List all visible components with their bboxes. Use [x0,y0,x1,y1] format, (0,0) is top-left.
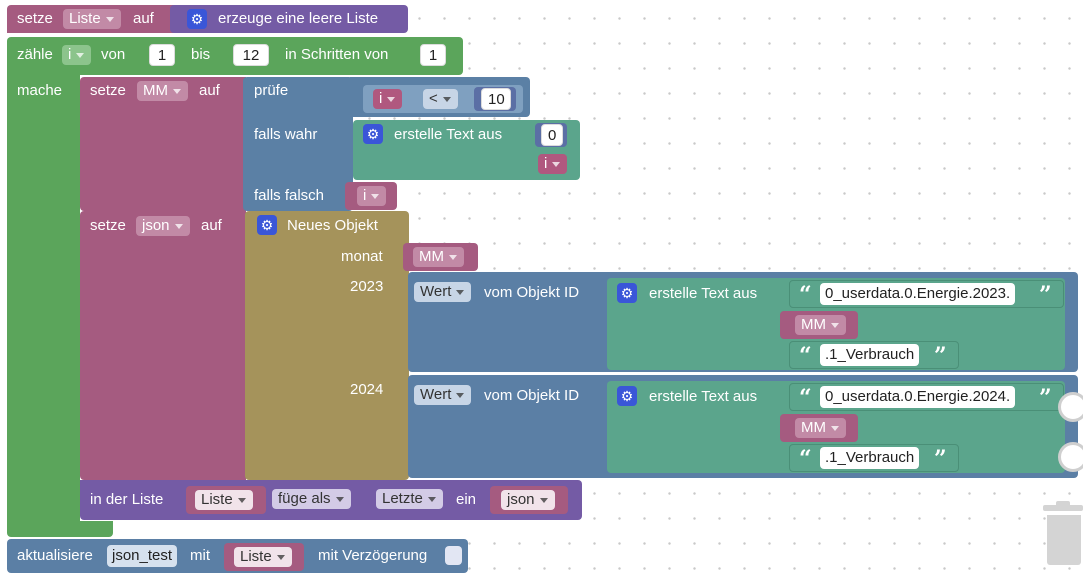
delay-checkbox[interactable] [445,546,462,565]
new-object-block[interactable] [245,211,409,480]
close-quote-icon: ” [1039,282,1052,308]
variable-dropdown-i[interactable]: i [373,89,403,109]
compare-number-field[interactable]: 10 [481,88,511,110]
insert-label: ein [456,491,477,508]
state-id-field[interactable]: json_test [107,545,178,567]
close-quote-icon: ” [934,343,947,369]
set-label: setze [90,82,126,99]
to-number-field[interactable]: 12 [233,44,269,66]
variable-dropdown-i[interactable]: i [357,186,387,206]
new-object-label: Neues Objekt [287,217,378,234]
variable-dropdown-json[interactable]: json [501,490,555,510]
object-id-prefix-field[interactable]: 0_userdata.0.Energie.2024. [820,386,1016,408]
key-monat-label: monat [341,248,383,265]
attribute-dropdown[interactable]: Wert [414,385,472,405]
insert-position-dropdown[interactable]: Letzte [376,489,443,509]
set-label: setze [17,10,53,27]
zero-number-field[interactable]: 0 [541,124,563,146]
gear-icon[interactable]: ⚙ [257,215,277,235]
variable-dropdown-mm[interactable]: MM [137,81,188,101]
gear-icon[interactable]: ⚙ [187,9,207,29]
to-label: auf [201,217,222,234]
delay-label: mit Verzögerung [318,547,428,564]
variable-dropdown-mm[interactable]: MM [795,418,846,438]
zoom-in-control[interactable] [1058,442,1083,472]
variable-dropdown-i[interactable]: i [538,154,568,174]
variable-dropdown-mm[interactable]: MM [413,247,464,267]
variable-dropdown-liste[interactable]: Liste [234,547,292,567]
object-id-suffix-field[interactable]: .1_Verbrauch [820,447,920,469]
from-label: von [101,46,126,63]
from-number-field[interactable]: 1 [149,44,175,66]
trash-can-icon[interactable] [1043,501,1083,565]
open-quote-icon: “ [799,282,812,308]
create-empty-list-label: erzeuge eine leere Liste [218,10,379,27]
if-true-label: falls wahr [254,126,318,143]
if-false-label: falls falsch [254,187,325,204]
key-2024-label: 2024 [350,381,384,398]
count-label: zähle [17,46,53,63]
variable-dropdown-mm[interactable]: MM [795,315,846,335]
zoom-reset-control[interactable] [1058,392,1083,422]
do-label: mache [17,82,63,99]
step-number-field[interactable]: 1 [420,44,446,66]
set-label: setze [90,217,126,234]
check-label: prüfe [254,82,289,99]
to-label: bis [191,46,211,63]
close-quote-icon: ” [1039,385,1052,411]
of-object-label: vom Objekt ID [484,284,580,301]
with-label: mit [190,547,210,564]
open-quote-icon: “ [799,385,812,411]
trash-handle [1056,501,1070,505]
to-label: auf [199,82,220,99]
create-text-label: erstelle Text aus [649,285,758,302]
create-empty-list-block[interactable] [170,5,408,33]
set-json-block[interactable] [80,211,246,480]
gear-icon[interactable]: ⚙ [363,124,383,144]
gear-icon[interactable]: ⚙ [617,283,637,303]
text-join-block[interactable] [353,120,533,180]
open-quote-icon: “ [799,446,812,472]
attribute-dropdown[interactable]: Wert [414,282,472,302]
variable-dropdown-liste[interactable]: Liste [195,490,253,510]
object-id-suffix-field[interactable]: .1_Verbrauch [820,344,920,366]
of-object-label: vom Objekt ID [484,387,580,404]
object-id-prefix-field[interactable]: 0_userdata.0.Energie.2023. [820,283,1016,305]
close-quote-icon: ” [934,446,947,472]
in-list-label: in der Liste [90,491,164,508]
count-loop-bottom [7,521,113,537]
trash-lid [1043,505,1083,511]
trash-body [1047,515,1081,565]
variable-dropdown-liste[interactable]: Liste [63,9,121,29]
insert-mode-dropdown[interactable]: füge als [272,489,351,509]
step-label: in Schritten von [285,46,389,63]
key-2023-label: 2023 [350,278,384,295]
open-quote-icon: “ [799,343,812,369]
create-text-label: erstelle Text aus [649,388,758,405]
ternary-block[interactable] [243,77,353,211]
count-loop-spine [7,75,80,527]
variable-dropdown-i[interactable]: i [62,45,92,65]
create-text-label: erstelle Text aus [394,126,503,143]
variable-dropdown-json[interactable]: json [136,216,190,236]
gear-icon[interactable]: ⚙ [617,386,637,406]
to-label: auf [133,10,154,27]
update-label: aktualisiere [17,547,93,564]
operator-dropdown[interactable]: < [423,89,458,109]
